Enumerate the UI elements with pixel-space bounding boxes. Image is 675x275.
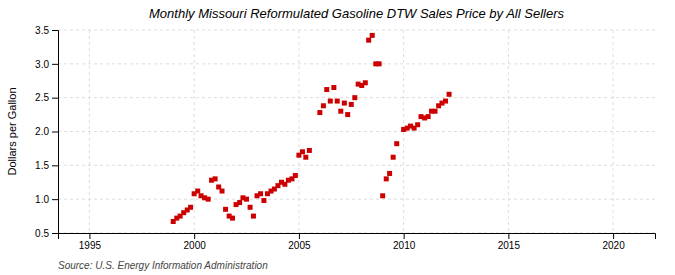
- tick-mark: [52, 30, 58, 31]
- tick-label: 3.0: [35, 59, 49, 70]
- tick-label: 2005: [288, 240, 311, 251]
- point: [349, 102, 354, 107]
- point: [447, 92, 452, 97]
- tick-label: 2010: [393, 240, 416, 251]
- point: [342, 101, 347, 106]
- tick-label: 1995: [79, 240, 102, 251]
- point: [251, 214, 256, 219]
- point: [328, 99, 333, 104]
- tick: 2020: [602, 233, 625, 251]
- tick-mark: [52, 64, 58, 65]
- tick-mark: [52, 233, 58, 234]
- tick-label: 2.0: [35, 126, 49, 137]
- point: [415, 122, 420, 127]
- tick: 3.0: [35, 59, 58, 70]
- point: [338, 109, 343, 114]
- plot-area: 1995 2000 2005 2010 2015 2020 0.5 1.0 1.5 2.0 2.5 3…: [35, 25, 655, 251]
- tick: 1.5: [35, 160, 58, 171]
- tick: 0.5: [35, 228, 58, 239]
- tick: 2010: [393, 233, 416, 251]
- point: [230, 216, 235, 221]
- tick: 2015: [498, 233, 521, 251]
- point: [195, 189, 200, 194]
- grid-line: [194, 30, 195, 233]
- point: [223, 207, 228, 212]
- source: Source: U.S. Energy Information Administ…: [58, 260, 268, 271]
- point: [303, 155, 308, 160]
- point: [307, 148, 312, 153]
- point: [324, 87, 329, 92]
- tick-mark: [52, 98, 58, 99]
- point: [391, 155, 396, 160]
- tick-label: 2000: [184, 240, 207, 251]
- tick-mark: [52, 165, 58, 166]
- point: [387, 171, 392, 176]
- point: [213, 176, 218, 181]
- point: [377, 61, 382, 66]
- tick: 3.5: [35, 25, 58, 36]
- tick-label: 2.5: [35, 92, 49, 103]
- axis-line: [59, 234, 656, 240]
- grid-line: [58, 131, 655, 132]
- point: [380, 193, 385, 198]
- tick-mark: [194, 233, 195, 239]
- point: [317, 110, 322, 115]
- point: [248, 205, 253, 210]
- point: [366, 38, 371, 43]
- point: [321, 103, 326, 108]
- point: [244, 197, 249, 202]
- points: [171, 33, 452, 224]
- y-axis-label: Dollars per Gallon: [6, 87, 18, 175]
- x-axis: 1995 2000 2005 2010 2015 2020: [59, 233, 656, 251]
- point: [426, 114, 431, 119]
- tick-mark: [89, 233, 90, 239]
- point: [220, 189, 225, 194]
- tick-mark: [613, 233, 614, 239]
- point: [384, 176, 389, 181]
- grid-line: [58, 199, 655, 200]
- tick: 2000: [184, 233, 207, 251]
- tick-mark: [52, 199, 58, 200]
- tick-mark: [299, 233, 300, 239]
- tick: 1.0: [35, 194, 58, 205]
- point: [370, 33, 375, 38]
- point: [206, 197, 211, 202]
- axis-line: [52, 31, 59, 234]
- point: [352, 95, 357, 100]
- title: Monthly Missouri Reformulated Gasoline D…: [149, 6, 564, 21]
- point: [363, 80, 368, 85]
- tick-mark: [404, 233, 405, 239]
- grid-line: [58, 63, 655, 64]
- tick-mark: [52, 132, 58, 133]
- y-axis: 0.5 1.0 1.5 2.0 2.5 3.0 3.5: [35, 25, 58, 239]
- point: [394, 141, 399, 146]
- point: [331, 85, 336, 90]
- tick-label: 2020: [602, 240, 625, 251]
- point: [188, 205, 193, 210]
- tick-mark: [508, 233, 509, 239]
- tick-label: 0.5: [35, 228, 49, 239]
- grid-line: [58, 30, 655, 31]
- tick: 2005: [288, 233, 311, 251]
- grid: [58, 30, 655, 233]
- tick-label: 3.5: [35, 25, 49, 36]
- tick-label: 1.0: [35, 194, 49, 205]
- tick-label: 2015: [498, 240, 521, 251]
- point: [237, 200, 242, 205]
- point: [258, 191, 263, 196]
- tick-label: 1.5: [35, 160, 49, 171]
- point: [443, 99, 448, 104]
- point: [433, 109, 438, 114]
- point: [335, 99, 340, 104]
- tick: 2.5: [35, 92, 58, 103]
- chart: 1995 2000 2005 2010 2015 2020 0.5 1.0 1.5 2.0 2.5 3…: [0, 0, 675, 275]
- point: [261, 198, 266, 203]
- point: [300, 149, 305, 154]
- tick: 1995: [79, 233, 102, 251]
- point: [345, 112, 350, 117]
- grid-line: [58, 165, 655, 166]
- point: [293, 173, 298, 178]
- tick: 2.0: [35, 126, 58, 137]
